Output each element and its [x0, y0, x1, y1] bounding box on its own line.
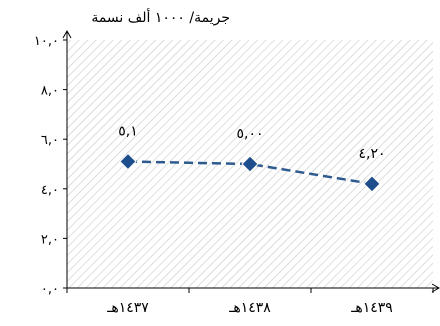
x-axis-arrow	[431, 283, 440, 293]
series-line	[127, 160, 373, 186]
data-label: ٥,١	[118, 124, 138, 140]
data-point-marker	[241, 155, 259, 173]
y-tick-label: ٠,٠	[41, 282, 59, 297]
y-axis-arrow	[62, 29, 72, 39]
y-tick-label: ٦,٠	[41, 133, 59, 148]
y-tick-label: ٢,٠	[41, 232, 59, 247]
x-tick-label: ١٤٣٧هـ	[106, 300, 149, 316]
data-label: ٥,٠٠	[236, 126, 263, 142]
data-label: ٤,٢٠	[358, 146, 385, 162]
y-axis-label: جريمة/ ١٠٠٠ ألف نسمة	[91, 8, 230, 26]
data-point-marker	[363, 175, 381, 193]
y-tick-label: ٨,٠	[41, 84, 59, 99]
data-point-marker	[119, 152, 137, 171]
y-tick-label: ٤,٠	[41, 183, 59, 198]
x-tick-label: ١٤٣٩هـ	[350, 300, 393, 316]
y-tick-label: ١٠,٠	[34, 34, 59, 49]
x-tick-label: ١٤٣٨هـ	[228, 300, 271, 316]
